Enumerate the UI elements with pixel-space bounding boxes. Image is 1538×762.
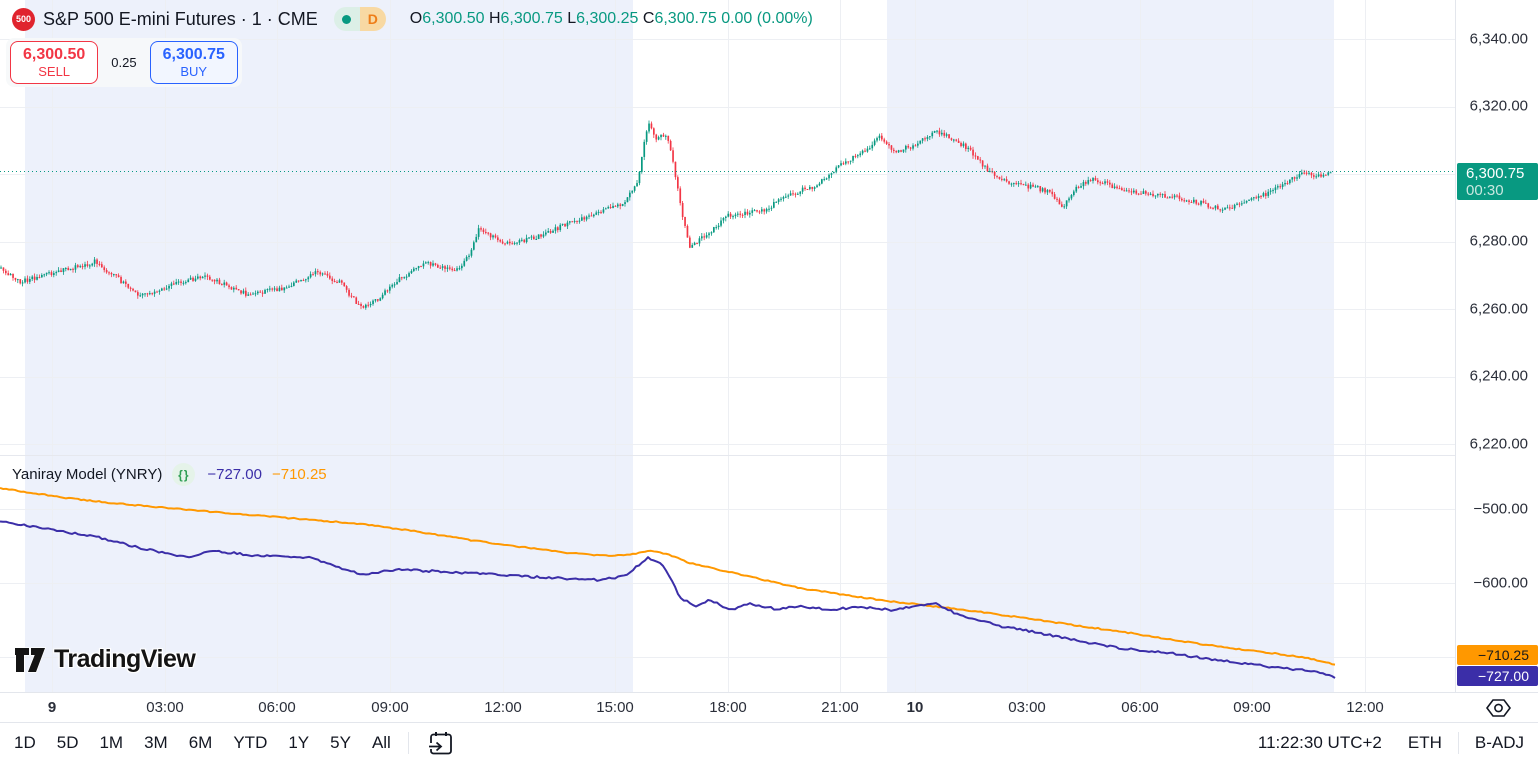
chart-canvas[interactable] [0,0,1455,692]
session-eth-button[interactable]: ETH [1407,732,1442,752]
range-button-1y[interactable]: 1Y [288,732,310,752]
indicator-value-orange: −710.25 [271,466,327,483]
tradingview-watermark[interactable]: TradingView [14,645,196,674]
toolbar-divider [407,731,409,754]
range-button-5d[interactable]: 5D [56,732,79,752]
symbol-title[interactable]: S&P 500 E-mini Futures · 1 · CME [43,8,318,29]
tradingview-logo-icon [14,646,46,673]
price-axis-label: 6,260.00 [1469,300,1528,318]
source-code-icon: {} [172,463,196,486]
time-axis-tick: 09:00 [1233,699,1271,716]
range-button-5y[interactable]: 5Y [330,732,351,752]
buy-price: 6,300.75 [162,46,225,63]
close-value: 6,300.75 [654,10,717,27]
time-axis-tick: 03:00 [146,699,184,716]
range-selector: 1D 5D 1M 3M 6M YTD 1Y 5Y All [14,733,412,753]
indicator-price-label-orange: −710.25 [1457,645,1538,665]
high-value: 6,300.75 [500,10,563,27]
sell-price: 6,300.50 [23,46,86,63]
indicator-header: Yaniray Model (YNRY) {} −727.00 −710.25 [12,463,327,486]
time-axis-tick: 15:00 [596,699,634,716]
time-axis-tick: 06:00 [258,699,296,716]
sell-label: SELL [38,64,71,79]
sp500-logo-icon: 500 [12,7,35,31]
last-price-label: 6,300.75 00:30 [1457,163,1538,200]
indicator-title[interactable]: Yaniray Model (YNRY) [12,466,163,483]
go-to-date-button[interactable] [427,730,455,756]
go-to-date-icon [428,731,452,754]
close-label: C [642,10,655,27]
bottom-toolbar: 1D 5D 1M 3M 6M YTD 1Y 5Y All 11:22:30 UTC+2 ETH … [0,722,1538,762]
price-axis-label: −500.00 [1473,500,1528,518]
scales-settings-button[interactable] [1482,697,1514,719]
time-axis-tick: 12:00 [484,699,522,716]
open-label: O [409,10,423,27]
low-value: 6,300.25 [576,10,639,27]
indicator-price-label-navy: −727.00 [1457,666,1538,686]
price-axis-label: 6,280.00 [1469,232,1528,250]
order-widget: 6,300.50 SELL 0.25 6,300.75 BUY [6,38,242,87]
time-axis[interactable]: 9 03:00 06:00 09:00 12:00 15:00 18:00 21:00 10 03… [0,692,1538,722]
toolbar-right: 11:22:30 UTC+2 ETH B-ADJ [1257,731,1524,754]
time-axis-tick: 10 [906,699,924,716]
time-axis-tick: 09:00 [371,699,409,716]
range-button-1d[interactable]: 1D [14,732,36,752]
buy-button[interactable]: 6,300.75 BUY [149,41,238,84]
price-axis-label: 6,320.00 [1469,97,1528,115]
sell-button[interactable]: 6,300.50 SELL [10,41,99,84]
open-value: 6,300.50 [422,10,485,27]
range-button-all[interactable]: All [371,732,391,752]
market-open-dot-icon [342,14,352,24]
price-axis-label: −600.00 [1473,574,1528,592]
ohlc-row: O 6,300.50 H 6,300.75 L 6,300.25 C 6,300.75 … [410,10,813,28]
price-axis-label: 6,340.00 [1469,30,1528,48]
symbol-header: 500 S&P 500 E-mini Futures · 1 · CME D O… [12,7,813,31]
price-axis[interactable]: 6,340.00 6,320.00 6,280.00 6,260.00 6,240.00… [1455,0,1538,722]
time-axis-tick: 12:00 [1346,699,1384,716]
clock-timezone-button[interactable]: 11:22:30 UTC+2 [1257,732,1382,752]
bar-countdown: 00:30 [1466,182,1504,199]
range-button-1m[interactable]: 1M [99,732,124,752]
time-axis-tick: 06:00 [1121,699,1159,716]
price-axis-label: 6,220.00 [1469,435,1528,453]
change-percent: (0.00%) [756,10,813,27]
eye-hexagon-icon [1485,699,1511,717]
market-status-toggle[interactable] [333,7,360,31]
range-button-6m[interactable]: 6M [188,732,213,752]
buy-label: BUY [180,64,208,79]
delayed-data-badge[interactable]: D [359,7,386,31]
status-interval-pill: D [333,7,386,31]
last-price-value: 6,300.75 [1466,165,1525,182]
time-axis-tick: 21:00 [821,699,859,716]
change-value: 0.00 [721,10,753,27]
indicator-value-navy: −727.00 [207,466,262,483]
range-button-ytd[interactable]: YTD [233,732,268,752]
watermark-text: TradingView [54,645,196,673]
toolbar-divider [1457,731,1459,754]
high-label: H [488,10,501,27]
time-axis-tick: 9 [47,699,57,716]
range-button-3m[interactable]: 3M [144,732,168,752]
time-axis-tick: 03:00 [1008,699,1046,716]
time-axis-tick: 18:00 [709,699,747,716]
price-axis-label: 6,240.00 [1469,367,1528,385]
low-label: L [567,10,577,27]
spread-value: 0.25 [111,55,137,70]
adjustment-badj-button[interactable]: B-ADJ [1474,732,1524,752]
